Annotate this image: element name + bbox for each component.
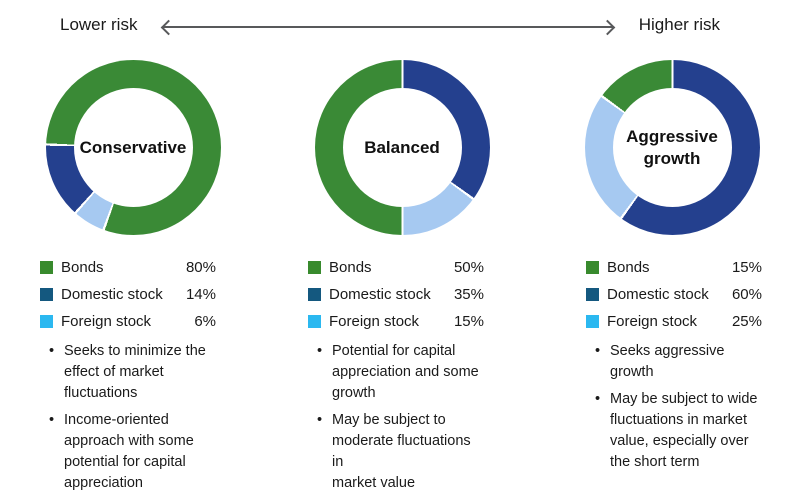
domestic-stock-swatch-icon — [40, 288, 53, 301]
legend-label: Domestic stock — [61, 286, 163, 303]
legend-row-bonds: Bonds 50% — [308, 254, 484, 281]
legend-row-foreign-stock: Foreign stock 15% — [308, 308, 484, 335]
legend-value: 80% — [185, 259, 216, 276]
higher-risk-label: Higher risk — [638, 15, 720, 34]
bullet-text: May be subject to moderate fluctuations … — [332, 412, 471, 491]
legend-value: 35% — [453, 286, 484, 303]
bullet-icon: • — [317, 412, 323, 428]
bullet-icon: • — [49, 343, 55, 359]
donut-center-label: Balanced — [364, 137, 440, 157]
bullet-text: Income-oriented approach with some poten… — [64, 412, 194, 491]
bullet-item: • May be subject to wide fluctuations in… — [586, 389, 762, 473]
donut-center-label: Conservative — [79, 137, 187, 157]
legend-row-domestic-stock: Domestic stock 35% — [308, 281, 484, 308]
aggressive-growth-legend: Bonds 15% Domestic stock 60% Foreign sto… — [586, 254, 762, 335]
legend-label: Foreign stock — [329, 313, 420, 330]
balanced-legend: Bonds 50% Domestic stock 35% Foreign sto… — [308, 254, 484, 335]
legend-label: Domestic stock — [329, 286, 431, 303]
foreign-stock-swatch-icon — [308, 315, 321, 328]
bullet-item: • Seeks aggressive growth — [586, 341, 762, 383]
conservative-bullet-list: • Seeks to minimize the effect of market… — [40, 341, 216, 494]
bullet-item: • Potential for capital appreciation and… — [308, 341, 484, 404]
risk-scale-header: Lower risk Higher risk — [60, 15, 720, 35]
legend-label: Bonds — [329, 259, 372, 276]
legend-row-domestic-stock: Domestic stock 14% — [40, 281, 216, 308]
legend-value: 14% — [185, 286, 216, 303]
legend-row-foreign-stock: Foreign stock 25% — [586, 308, 762, 335]
legend-value: 6% — [194, 313, 216, 330]
domestic-stock-swatch-icon — [586, 288, 599, 301]
balanced-donut-chart: Balanced — [314, 60, 490, 235]
aggressive-growth-donut-chart: Aggressive growth — [584, 60, 760, 235]
legend-row-foreign-stock: Foreign stock 6% — [40, 308, 216, 335]
legend-row-bonds: Bonds 15% — [586, 254, 762, 281]
legend-label: Bonds — [607, 259, 650, 276]
bullet-item: • Seeks to minimize the effect of market… — [40, 341, 216, 404]
legend-row-domestic-stock: Domestic stock 60% — [586, 281, 762, 308]
bonds-swatch-icon — [586, 261, 599, 274]
domestic-stock-swatch-icon — [308, 288, 321, 301]
legend-value: 60% — [731, 286, 762, 303]
donut-hole: Aggressive growth — [612, 88, 732, 207]
donut-hole: Balanced — [342, 88, 462, 207]
double-headed-arrow-icon — [162, 25, 614, 28]
legend-label: Bonds — [61, 259, 104, 276]
donut-hole: Conservative — [73, 88, 193, 207]
balanced-bullet-list: • Potential for capital appreciation and… — [308, 341, 484, 494]
bullet-text: Seeks aggressive growth — [610, 343, 725, 380]
legend-value: 15% — [453, 313, 484, 330]
aggressive-growth-column: Aggressive growth Bonds 15% Domestic sto… — [584, 60, 762, 479]
conservative-donut-chart: Conservative — [45, 60, 221, 235]
bonds-swatch-icon — [308, 261, 321, 274]
bonds-swatch-icon — [40, 261, 53, 274]
legend-label: Domestic stock — [607, 286, 709, 303]
bullet-icon: • — [595, 343, 601, 359]
conservative-column: Conservative Bonds 80% Domestic stock 14… — [40, 60, 221, 495]
foreign-stock-swatch-icon — [586, 315, 599, 328]
donut-center-label: Aggressive growth — [626, 126, 718, 168]
aggressive-growth-bullet-list: • Seeks aggressive growth • May be subje… — [586, 341, 762, 473]
conservative-legend: Bonds 80% Domestic stock 14% Foreign sto… — [40, 254, 216, 335]
balanced-column: Balanced Bonds 50% Domestic stock 35% Fo… — [308, 60, 490, 495]
legend-row-bonds: Bonds 80% — [40, 254, 216, 281]
legend-value: 50% — [453, 259, 484, 276]
legend-label: Foreign stock — [61, 313, 152, 330]
bullet-icon: • — [317, 343, 323, 359]
lower-risk-label: Lower risk — [60, 15, 138, 34]
legend-label: Foreign stock — [607, 313, 698, 330]
legend-value: 25% — [731, 313, 762, 330]
bullet-text: May be subject to wide fluctuations in m… — [610, 391, 758, 470]
bullet-text: Seeks to minimize the effect of market f… — [64, 343, 206, 401]
bullet-item: • May be subject to moderate fluctuation… — [308, 410, 484, 494]
bullet-item: • Income-oriented approach with some pot… — [40, 410, 216, 494]
bullet-icon: • — [595, 391, 601, 407]
bullet-text: Potential for capital appreciation and s… — [332, 343, 479, 401]
foreign-stock-swatch-icon — [40, 315, 53, 328]
legend-value: 15% — [731, 259, 762, 276]
bullet-icon: • — [49, 412, 55, 428]
